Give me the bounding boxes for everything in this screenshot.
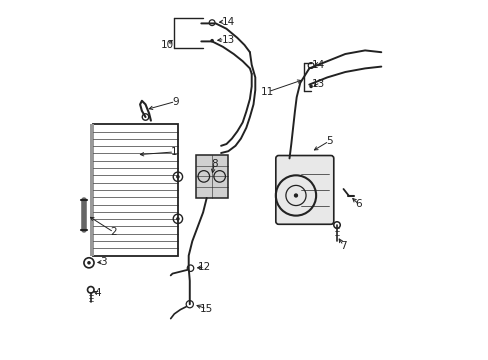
- Bar: [93, 124, 178, 256]
- Circle shape: [293, 193, 298, 198]
- Text: 14: 14: [311, 60, 325, 70]
- Text: 6: 6: [355, 199, 362, 210]
- Text: 13: 13: [221, 35, 234, 45]
- Text: 1: 1: [171, 147, 177, 157]
- Text: 8: 8: [210, 159, 217, 169]
- FancyBboxPatch shape: [275, 156, 333, 224]
- Text: 13: 13: [311, 78, 325, 89]
- Text: 2: 2: [110, 227, 117, 237]
- Text: 11: 11: [261, 87, 274, 97]
- Text: 7: 7: [340, 240, 346, 251]
- Text: 9: 9: [172, 96, 178, 107]
- Circle shape: [87, 261, 91, 265]
- Text: 4: 4: [95, 288, 101, 298]
- Circle shape: [176, 217, 179, 221]
- Circle shape: [176, 175, 179, 179]
- Text: 10: 10: [160, 40, 173, 50]
- Text: 5: 5: [325, 136, 332, 146]
- Text: 15: 15: [200, 304, 213, 314]
- Text: 14: 14: [221, 17, 234, 27]
- Circle shape: [309, 85, 312, 88]
- Text: 3: 3: [100, 257, 106, 267]
- Circle shape: [210, 39, 213, 42]
- Text: 12: 12: [198, 262, 211, 272]
- Bar: [196, 155, 227, 198]
- Bar: [90, 124, 94, 256]
